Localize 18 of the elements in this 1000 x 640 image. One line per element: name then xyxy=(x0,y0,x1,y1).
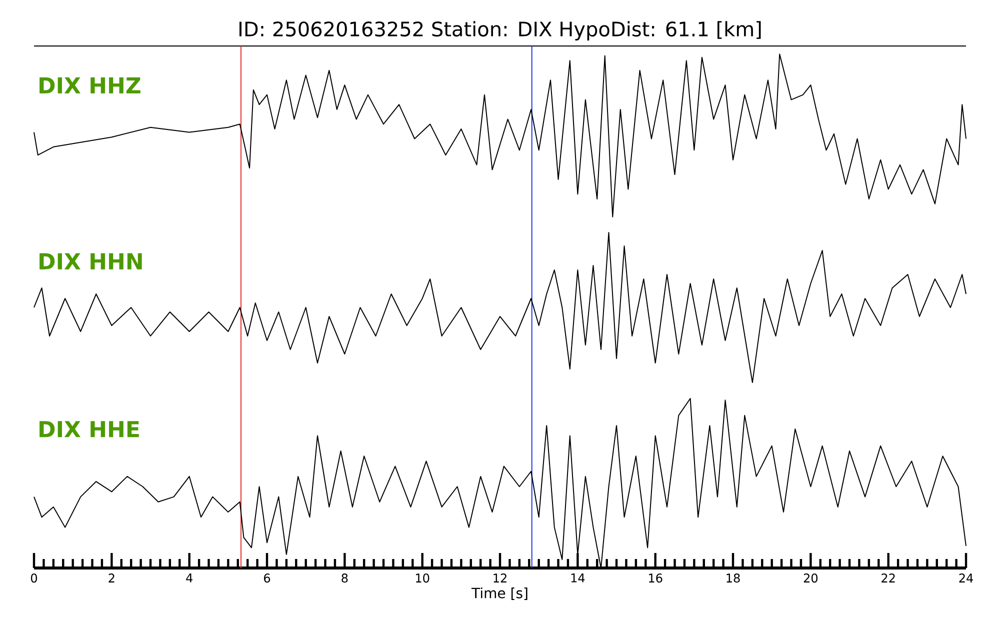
chart-title: ID: 250620163252 Station: DIX HypoDist: 61.1 [km] xyxy=(240,21,761,40)
x-axis-title: Time [s] xyxy=(471,587,528,600)
x-tick-label: 12 xyxy=(494,574,506,582)
x-tick-label: 20 xyxy=(804,574,818,583)
x-tick-label: 14 xyxy=(571,574,585,582)
x-tick-label: 10 xyxy=(416,574,430,583)
x-tick-label: 8 xyxy=(342,574,348,583)
x-tick-label: 18 xyxy=(726,574,740,583)
x-tick-label: 0 xyxy=(30,574,38,583)
x-tick-label: 4 xyxy=(186,574,192,582)
x-tick-label: 6 xyxy=(264,574,270,583)
x-tick-label: 22 xyxy=(882,574,895,582)
x-tick-label: 16 xyxy=(649,574,662,583)
series-label: DIX HHE xyxy=(40,421,139,438)
series-label: DIX HHZ xyxy=(40,77,140,94)
x-tick-label: 2 xyxy=(108,574,114,582)
x-tick-label: 24 xyxy=(959,574,973,582)
series-label: DIX HHN xyxy=(40,253,142,270)
